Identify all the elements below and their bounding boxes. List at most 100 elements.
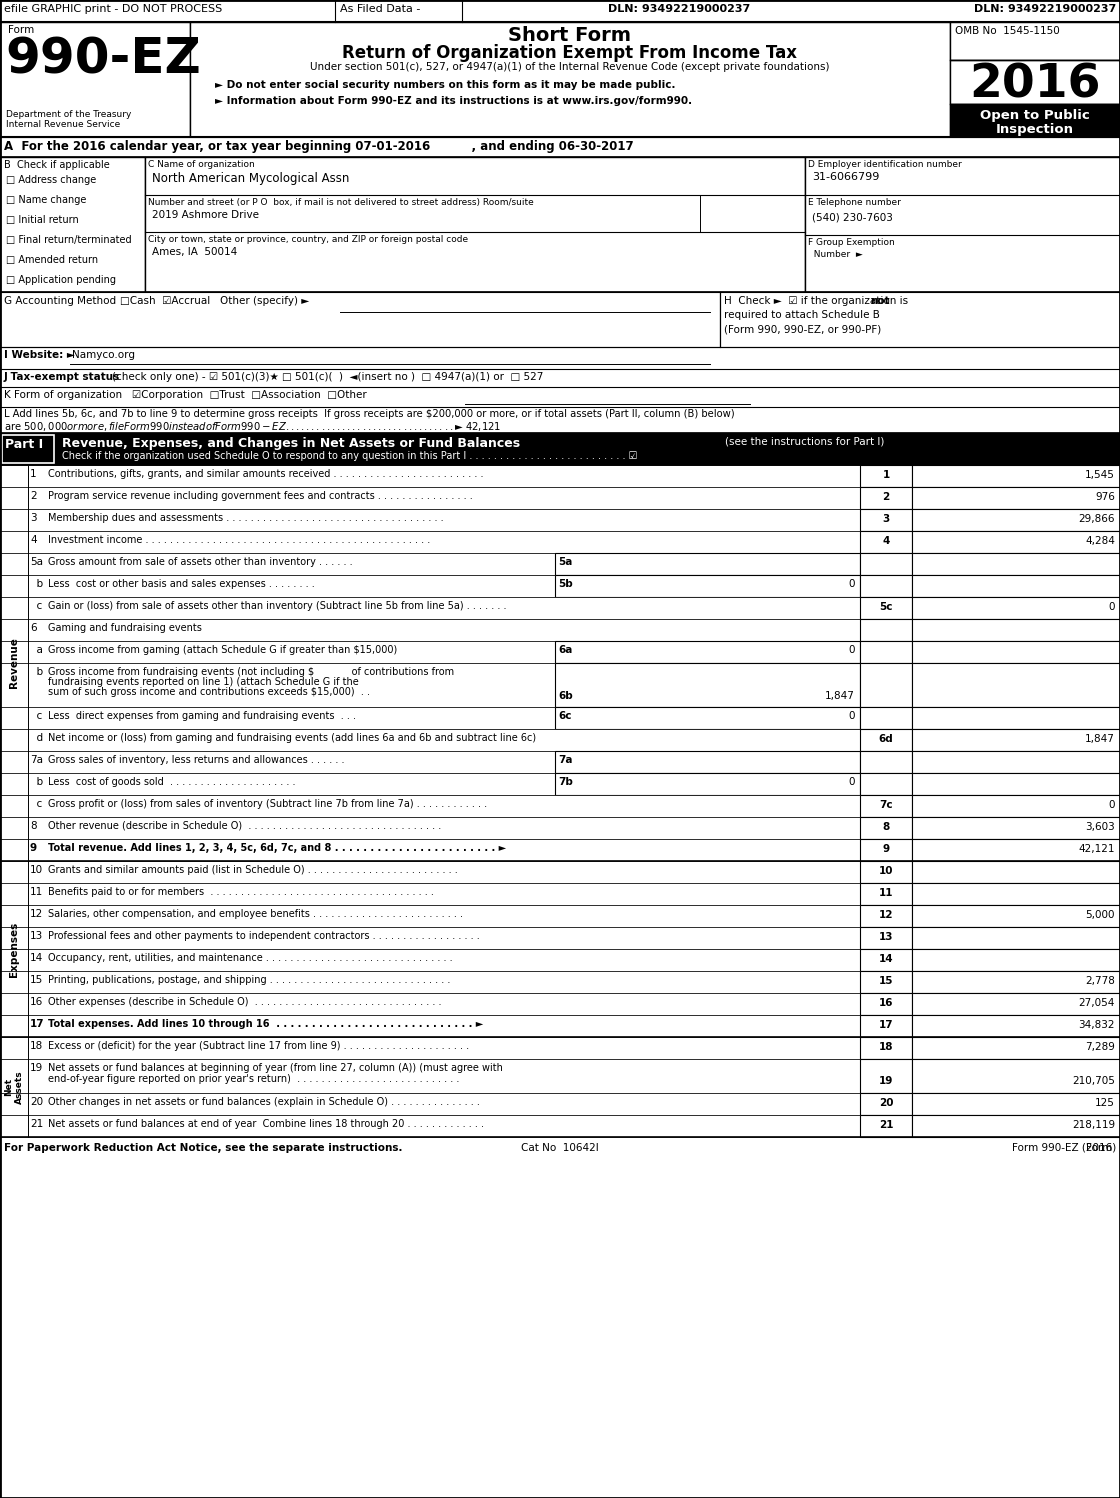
Text: are $500,000 or more, file Form 990 instead of Form 990-EZ . . . . . . . . . . .: are $500,000 or more, file Form 990 inst…	[4, 419, 502, 433]
Text: Total revenue. Add lines 1, 2, 3, 4, 5c, 6d, 7c, and 8 . . . . . . . . . . . . .: Total revenue. Add lines 1, 2, 3, 4, 5c,…	[48, 843, 506, 852]
Bar	[860, 730, 912, 750]
Text: Department of the Treasury: Department of the Treasury	[6, 109, 131, 118]
Text: Form: Form	[1086, 1143, 1116, 1153]
Bar	[860, 861, 912, 882]
Text: H  Check ►  ☑ if the organization is: H Check ► ☑ if the organization is	[724, 297, 912, 306]
Text: Program service revenue including government fees and contracts . . . . . . . . : Program service revenue including govern…	[48, 491, 473, 500]
Bar	[912, 487, 1120, 509]
Text: c: c	[30, 601, 43, 611]
Text: 6b: 6b	[558, 691, 572, 701]
Text: 12: 12	[30, 909, 44, 918]
Bar	[0, 136, 1120, 157]
Text: 7b: 7b	[558, 777, 572, 786]
Text: 0: 0	[849, 712, 855, 721]
Bar	[860, 641, 912, 664]
Text: 13: 13	[30, 930, 44, 941]
Text: 17: 17	[30, 1019, 45, 1029]
Text: Gross amount from sale of assets other than inventory . . . . . .: Gross amount from sale of assets other t…	[48, 557, 353, 568]
Bar	[860, 927, 912, 950]
Text: Form 990-EZ (2016): Form 990-EZ (2016)	[1011, 1143, 1116, 1153]
Text: Net assets or fund balances at beginning of year (from line 27, column (A)) (mus: Net assets or fund balances at beginning…	[48, 1064, 503, 1073]
Bar	[0, 509, 1120, 530]
Text: 11: 11	[30, 887, 44, 897]
Text: Inspection: Inspection	[996, 123, 1074, 136]
Text: Excess or (deficit) for the year (Subtract line 17 from line 9) . . . . . . . . : Excess or (deficit) for the year (Subtra…	[48, 1041, 469, 1052]
Bar	[860, 487, 912, 509]
Text: b: b	[30, 777, 44, 786]
Bar	[860, 664, 912, 707]
Text: efile GRAPHIC print - DO NOT PROCESS: efile GRAPHIC print - DO NOT PROCESS	[4, 4, 222, 13]
Bar	[860, 553, 912, 575]
Text: Net assets or fund balances at end of year  Combine lines 18 through 20 . . . . : Net assets or fund balances at end of ye…	[48, 1119, 484, 1129]
Bar	[0, 882, 1120, 905]
Bar	[860, 773, 912, 795]
Text: 11: 11	[879, 888, 894, 897]
Bar	[556, 707, 860, 730]
Bar	[950, 60, 1120, 103]
Bar	[0, 971, 1120, 993]
Text: sum of such gross income and contributions exceeds $15,000)  . .: sum of such gross income and contributio…	[48, 688, 370, 697]
Text: 9: 9	[30, 843, 37, 852]
Text: 21: 21	[879, 1121, 894, 1129]
Bar	[0, 553, 1120, 575]
Bar	[912, 730, 1120, 750]
Text: 14: 14	[879, 954, 894, 965]
Text: 5a: 5a	[30, 557, 43, 568]
Text: required to attach Schedule B: required to attach Schedule B	[724, 310, 880, 321]
Text: 18: 18	[30, 1041, 44, 1052]
Bar	[860, 707, 912, 730]
Bar	[0, 905, 1120, 927]
Text: Less  cost of goods sold  . . . . . . . . . . . . . . . . . . . . .: Less cost of goods sold . . . . . . . . …	[48, 777, 296, 786]
Bar	[720, 292, 1120, 348]
Text: Net income or (loss) from gaming and fundraising events (add lines 6a and 6b and: Net income or (loss) from gaming and fun…	[48, 733, 536, 743]
Bar	[860, 1115, 912, 1137]
Text: 5a: 5a	[558, 557, 572, 568]
Bar	[912, 882, 1120, 905]
Text: 7,289: 7,289	[1085, 1043, 1116, 1052]
Text: 9: 9	[883, 843, 889, 854]
Bar	[912, 598, 1120, 619]
Text: 6: 6	[30, 623, 37, 634]
Text: 6a: 6a	[558, 646, 572, 655]
Text: 17: 17	[879, 1020, 894, 1031]
Text: Part I: Part I	[4, 437, 44, 451]
Bar	[0, 0, 1120, 22]
Bar	[0, 1115, 1120, 1137]
Bar	[912, 773, 1120, 795]
Bar	[912, 1016, 1120, 1037]
Bar	[912, 795, 1120, 816]
Text: □ Name change: □ Name change	[6, 195, 86, 205]
Text: Other changes in net assets or fund balances (explain in Schedule O) . . . . . .: Other changes in net assets or fund bala…	[48, 1097, 479, 1107]
Bar	[805, 157, 1120, 292]
Bar	[912, 971, 1120, 993]
Text: 218,119: 218,119	[1072, 1121, 1116, 1129]
Text: d: d	[30, 733, 44, 743]
Text: ► Do not enter social security numbers on this form as it may be made public.: ► Do not enter social security numbers o…	[215, 79, 675, 90]
Text: A  For the 2016 calendar year, or tax year beginning 07-01-2016          , and e: A For the 2016 calendar year, or tax yea…	[4, 139, 634, 153]
Bar	[0, 950, 1120, 971]
Bar	[0, 927, 1120, 950]
Text: 10: 10	[30, 864, 44, 875]
Text: □ Amended return: □ Amended return	[6, 255, 99, 265]
Bar	[912, 993, 1120, 1016]
Text: Cat No  10642I: Cat No 10642I	[521, 1143, 599, 1153]
Text: Gross sales of inventory, less returns and allowances . . . . . .: Gross sales of inventory, less returns a…	[48, 755, 345, 765]
Bar	[860, 795, 912, 816]
Text: □Cash  ☑Accrual   Other (specify) ►: □Cash ☑Accrual Other (specify) ►	[120, 297, 309, 306]
Text: Occupancy, rent, utilities, and maintenance . . . . . . . . . . . . . . . . . . : Occupancy, rent, utilities, and maintena…	[48, 953, 452, 963]
Text: B  Check if applicable: B Check if applicable	[4, 160, 110, 169]
Bar	[912, 509, 1120, 530]
Text: 2: 2	[30, 491, 37, 500]
Text: 1,847: 1,847	[1085, 734, 1116, 745]
Bar	[860, 750, 912, 773]
Bar	[556, 641, 860, 664]
Text: 20: 20	[30, 1097, 44, 1107]
Text: 5c: 5c	[879, 602, 893, 613]
Text: 7c: 7c	[879, 800, 893, 810]
Text: DLN: 93492219000237: DLN: 93492219000237	[608, 4, 750, 13]
Text: 3: 3	[883, 514, 889, 524]
Text: Benefits paid to or for members  . . . . . . . . . . . . . . . . . . . . . . . .: Benefits paid to or for members . . . . …	[48, 887, 433, 897]
Bar	[0, 773, 1120, 795]
Bar	[0, 1037, 1120, 1059]
Bar	[0, 861, 1120, 882]
